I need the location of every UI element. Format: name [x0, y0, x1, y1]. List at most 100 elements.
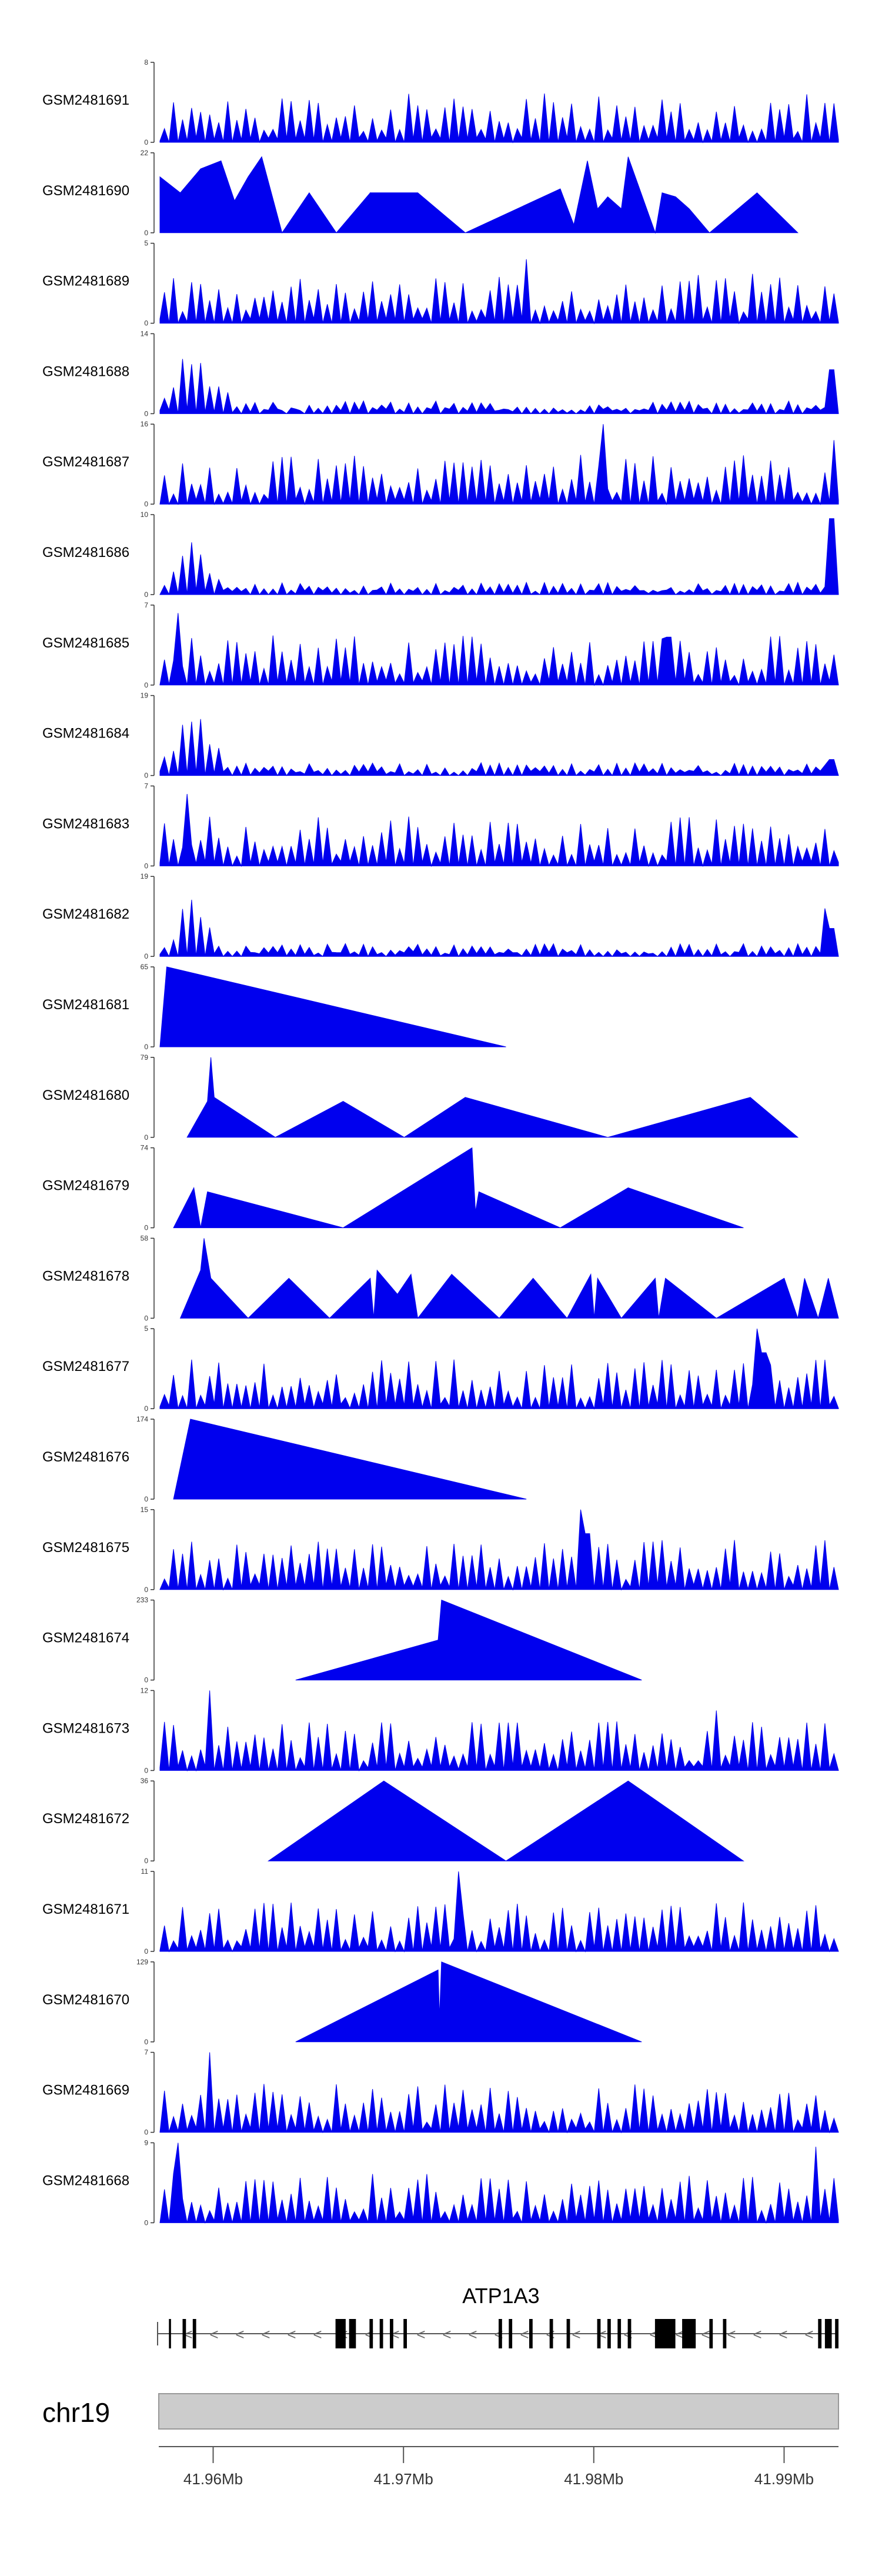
track-label: GSM2481679 — [42, 1178, 129, 1194]
ideogram-axis: chr19 41.96Mb 41.97Mb 41.98Mb 41.99Mb — [42, 2393, 839, 2488]
chromosome-bar — [158, 2393, 839, 2430]
coverage-area — [159, 518, 839, 596]
strand-arrow: < — [727, 2325, 736, 2343]
y-tick-max-label: 7 — [144, 2048, 148, 2057]
coverage-area — [159, 2052, 839, 2134]
coverage-area — [179, 1238, 839, 1320]
coverage-area — [159, 1871, 839, 1953]
y-tick-min-label: 0 — [144, 319, 148, 328]
track-label: GSM2481680 — [42, 1087, 129, 1103]
exon-block — [379, 2319, 383, 2348]
track-label: GSM2481685 — [42, 635, 129, 651]
track-GSM2481676: GSM2481676 174 0 — [42, 1415, 527, 1503]
exon-block — [349, 2319, 356, 2348]
y-tick-min-label: 0 — [144, 500, 148, 508]
track-GSM2481672: GSM2481672 36 0 — [42, 1777, 744, 1865]
track-label: GSM2481675 — [42, 1540, 129, 1556]
gene-track: ATP1A3 <<<<<<<<<<<<<<<<<<<<<<<<< — [157, 2284, 838, 2348]
y-tick-min-label: 0 — [144, 1043, 148, 1051]
track-label: GSM2481681 — [42, 997, 129, 1013]
strand-arrow: < — [804, 2325, 813, 2343]
track-label: GSM2481688 — [42, 363, 129, 379]
strand-arrow: < — [520, 2325, 529, 2343]
track-label: GSM2481670 — [42, 1992, 129, 2008]
coverage-area — [186, 1057, 799, 1138]
y-tick-max-label: 22 — [141, 149, 149, 157]
track-GSM2481668: GSM2481668 9 0 — [42, 2138, 839, 2227]
exon-block — [617, 2319, 622, 2348]
y-tick-min-label: 0 — [144, 1947, 148, 1956]
track-label: GSM2481673 — [42, 1720, 129, 1736]
track-label: GSM2481669 — [42, 2083, 129, 2098]
y-tick-max-label: 5 — [144, 1324, 148, 1333]
track-GSM2481680: GSM2481680 79 0 — [42, 1053, 799, 1142]
exon-block — [182, 2319, 186, 2348]
y-tick-min-label: 0 — [144, 1766, 148, 1774]
coverage-area — [159, 1690, 839, 1772]
coverage-tracks: GSM248169180GSM2481690220GSM248168950GSM… — [42, 58, 839, 2227]
strand-arrow: < — [209, 2325, 218, 2343]
gene-exons — [169, 2319, 838, 2348]
track-GSM2481683: GSM2481683 7 0 — [42, 782, 839, 870]
y-tick-max-label: 174 — [136, 1415, 148, 1423]
exon-block — [654, 2319, 676, 2348]
track-GSM2481678: GSM2481678 58 0 — [42, 1234, 839, 1322]
y-tick-max-label: 233 — [136, 1596, 148, 1604]
exon-block — [709, 2319, 713, 2348]
track-label: GSM2481690 — [42, 183, 129, 199]
y-tick-min-label: 0 — [144, 1676, 148, 1684]
strand-arrow: < — [753, 2325, 761, 2343]
exon-block — [169, 2319, 171, 2348]
strand-arrow: < — [572, 2325, 580, 2343]
exon-block — [835, 2319, 838, 2348]
y-tick-max-label: 79 — [141, 1053, 149, 1062]
coverage-area — [159, 1509, 839, 1591]
coverage-area — [159, 93, 839, 144]
y-tick-min-label: 0 — [144, 1404, 148, 1413]
coverage-area — [159, 2143, 839, 2224]
coverage-area — [159, 1329, 839, 1410]
y-tick-max-label: 7 — [144, 601, 148, 609]
y-tick-min-label: 0 — [144, 409, 148, 418]
y-tick-min-label: 0 — [144, 2218, 148, 2227]
y-tick-max-label: 15 — [141, 1506, 149, 1514]
y-tick-max-label: 12 — [141, 1686, 149, 1694]
strand-arrow: < — [261, 2325, 270, 2343]
axis-tick-label: 41.96Mb — [183, 2470, 243, 2488]
exon-block — [607, 2319, 611, 2348]
coverage-area — [159, 359, 839, 415]
y-tick-max-label: 19 — [141, 872, 149, 880]
strand-arrow: < — [287, 2325, 296, 2343]
track-label: GSM2481691 — [42, 92, 129, 108]
strand-arrow: < — [313, 2325, 322, 2343]
y-tick-min-label: 0 — [144, 229, 148, 237]
y-tick-min-label: 0 — [144, 862, 148, 870]
axis-tick-label: 41.97Mb — [374, 2470, 433, 2488]
track-GSM2481679: GSM2481679 74 0 — [42, 1144, 744, 1232]
track-label: GSM2481678 — [42, 1268, 129, 1284]
track-label: GSM2481676 — [42, 1449, 129, 1465]
track-GSM2481690: GSM2481690 22 0 — [42, 149, 799, 237]
exon-block — [682, 2319, 696, 2348]
track-GSM2481681: GSM2481681 65 0 — [42, 963, 506, 1051]
y-tick-min-label: 0 — [144, 772, 148, 780]
y-tick-max-label: 10 — [141, 510, 149, 519]
y-tick-max-label: 7 — [144, 782, 148, 790]
track-GSM2481688: GSM2481688 14 0 — [42, 329, 839, 418]
track-GSM2481691: GSM2481691 8 0 — [42, 58, 839, 146]
track-GSM2481673: GSM2481673 12 0 — [42, 1686, 839, 1774]
strand-arrow: < — [701, 2325, 710, 2343]
track-GSM2481689: GSM2481689 5 0 — [42, 239, 839, 328]
track-GSM2481671: GSM2481671 11 0 — [42, 1867, 839, 1956]
y-tick-max-label: 58 — [141, 1234, 149, 1242]
coverage-area — [159, 719, 839, 776]
y-tick-min-label: 0 — [144, 1224, 148, 1232]
track-label: GSM2481684 — [42, 726, 129, 742]
y-tick-max-label: 5 — [144, 239, 148, 248]
track-GSM2481677: GSM2481677 5 0 — [42, 1324, 839, 1413]
y-tick-min-label: 0 — [144, 1133, 148, 1142]
axis-ticks: 41.96Mb 41.97Mb 41.98Mb 41.99Mb — [183, 2447, 814, 2488]
y-tick-max-label: 11 — [141, 1867, 149, 1876]
y-tick-max-label: 74 — [141, 1144, 149, 1152]
